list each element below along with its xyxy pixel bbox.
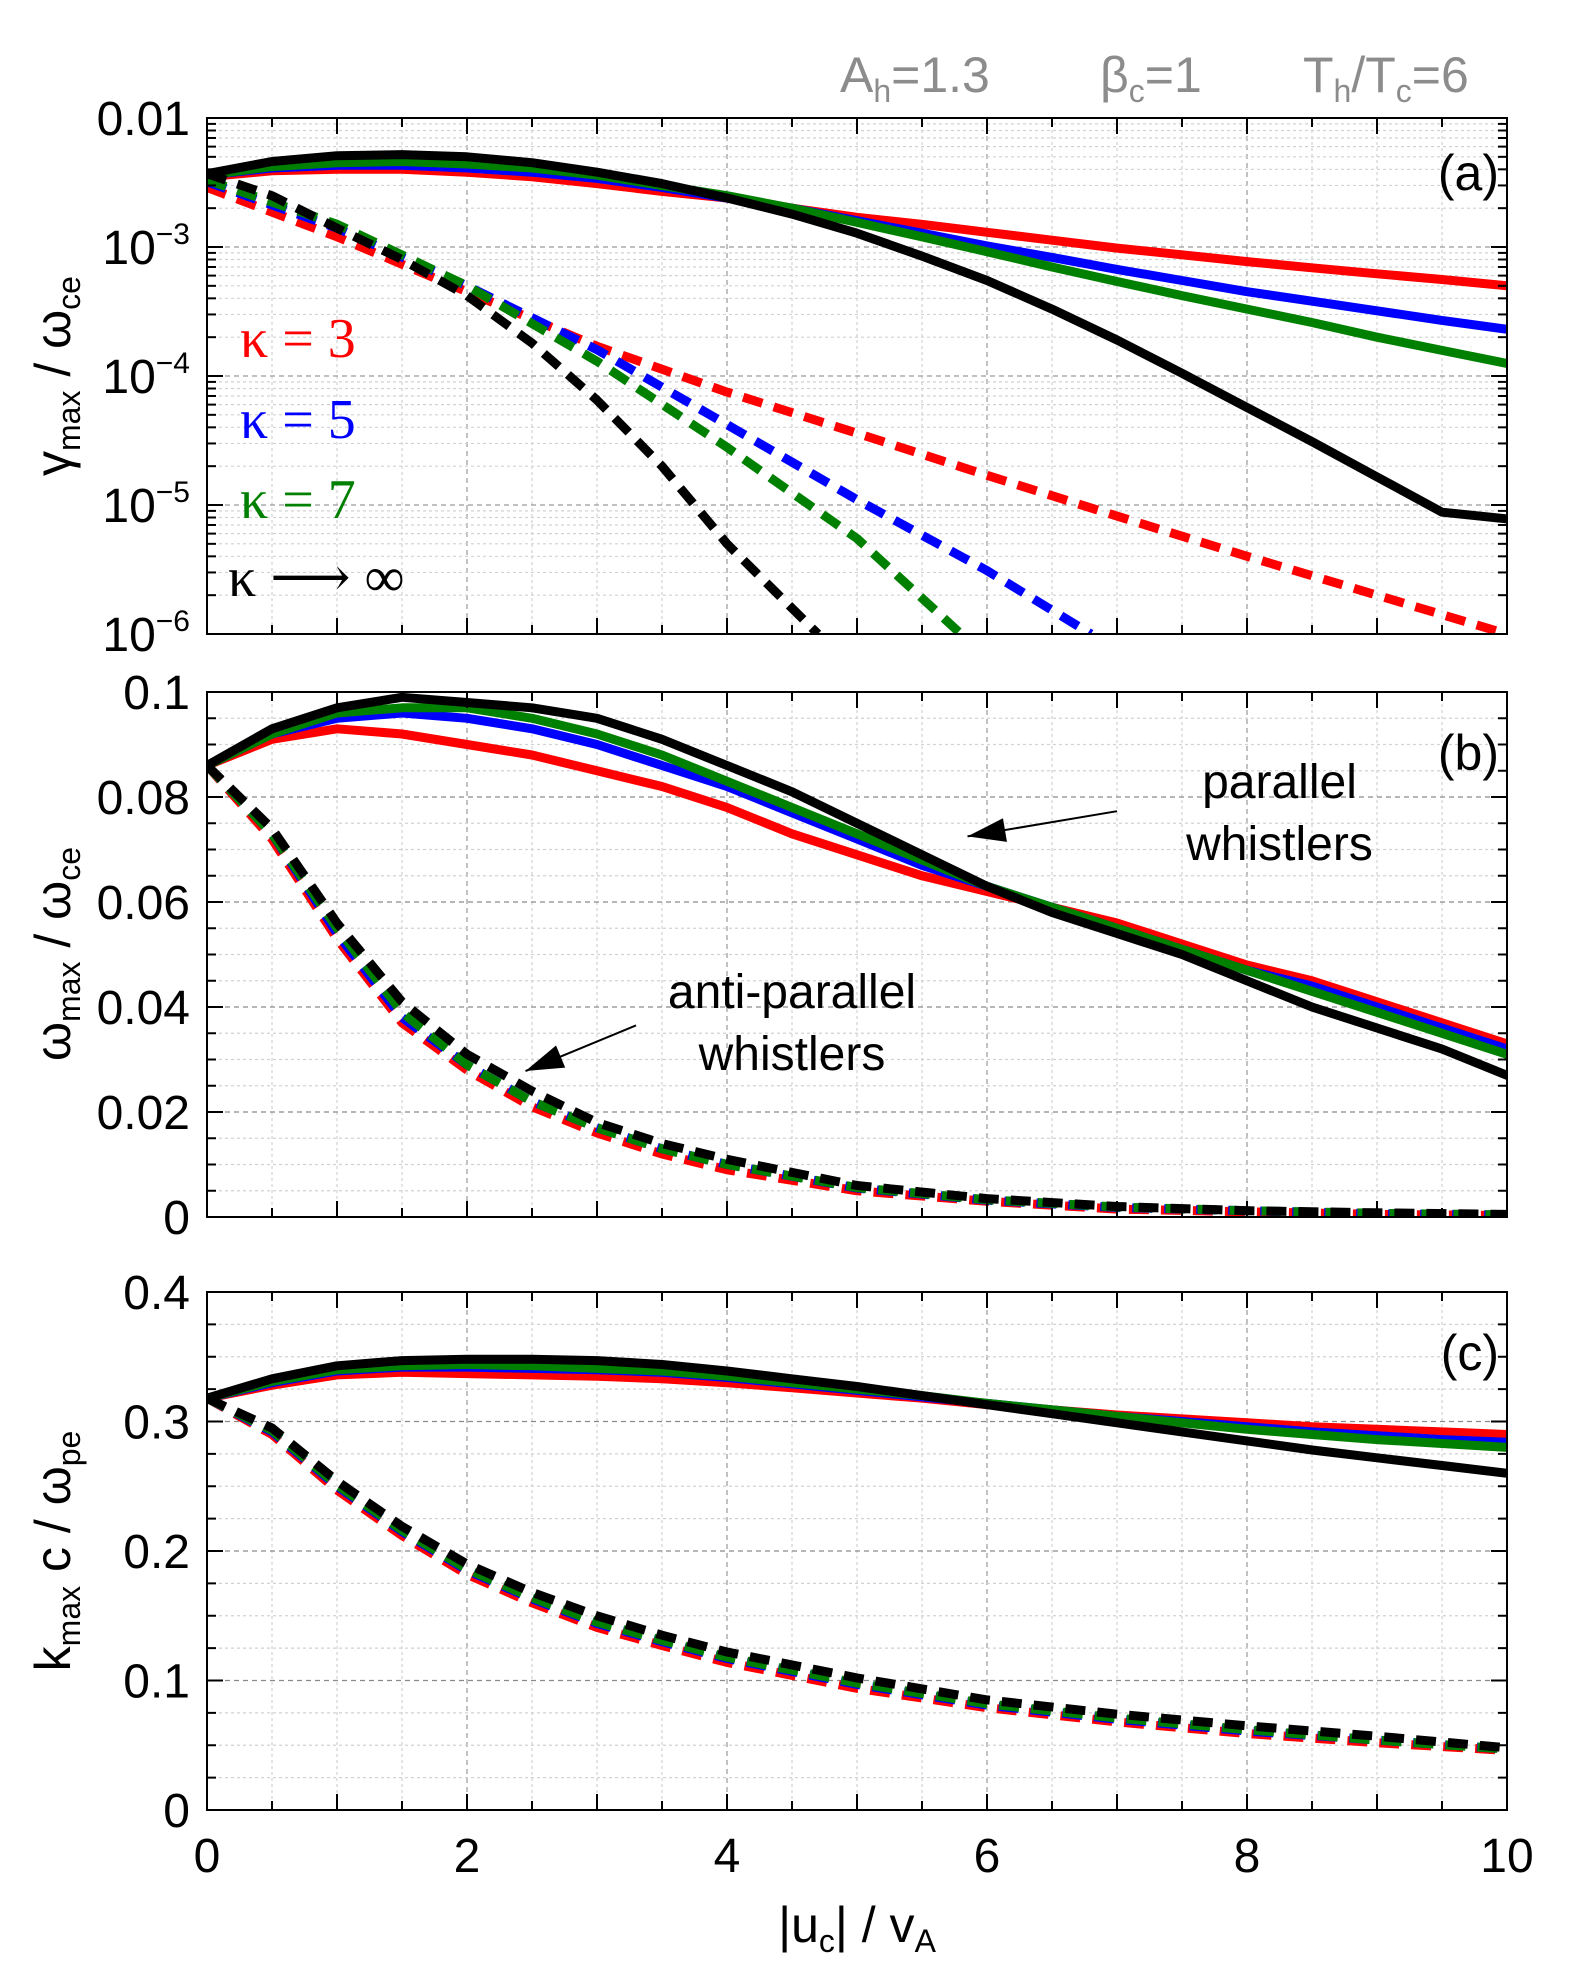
y-tick-label: 0 bbox=[163, 1192, 190, 1245]
y-tick-label: 10−5 bbox=[102, 476, 190, 533]
param-temperature-ratio: Th/Tc=6 bbox=[1303, 47, 1469, 109]
panel-b-ylabel: ωmax / ωce bbox=[25, 847, 87, 1061]
y-tick-label: 0.02 bbox=[97, 1087, 190, 1140]
panel-a-curves bbox=[207, 150, 1507, 634]
param-anisotropy: Ah=1.3 bbox=[840, 47, 990, 109]
x-tick-label: 4 bbox=[714, 1830, 741, 1883]
panel-c-curves bbox=[207, 1354, 1507, 1755]
y-tick-label: 0.3 bbox=[123, 1397, 190, 1450]
series-line-solid bbox=[207, 150, 1507, 524]
series-line-dashed bbox=[207, 1394, 1507, 1753]
y-tick-label: 0.04 bbox=[97, 982, 190, 1035]
series-line-solid bbox=[207, 692, 1507, 1080]
panel-c-ylabel: kmax c / ωpe bbox=[25, 1431, 87, 1672]
x-tick-label: 6 bbox=[974, 1830, 1001, 1883]
panel-b: 0 0.02 0.04 0.06 0.08 0.1 (b) ωmax / ωce para… bbox=[25, 667, 1508, 1245]
y-tick-label: 0.06 bbox=[97, 877, 190, 930]
y-tick-label: 10−6 bbox=[102, 605, 190, 662]
series-line-dashed bbox=[207, 169, 822, 634]
panel-a: 0.01 10−3 10−4 10−5 10−6 (a) γmax / ωce κ = … bbox=[25, 93, 1508, 662]
panel-c: 0 0.1 0.2 0.3 0.4 (c) kmax c / ωpe bbox=[25, 1267, 1508, 1838]
series-line-solid bbox=[207, 1354, 1507, 1478]
panel-b-ytick-labels: 0 0.02 0.04 0.06 0.08 0.1 bbox=[97, 667, 190, 1245]
legend: κ = 3 κ = 5 κ = 7 κ ⟶ ∞ bbox=[228, 308, 404, 609]
y-tick-label: 0.2 bbox=[123, 1526, 190, 1579]
legend-kappa-7: κ = 7 bbox=[240, 469, 356, 531]
annotation-arrowhead bbox=[967, 818, 1007, 842]
x-axis-label: |uc| / vA bbox=[778, 1897, 936, 1959]
y-tick-label: 10−3 bbox=[102, 218, 190, 275]
panel-a-label: (a) bbox=[1438, 145, 1499, 201]
panel-c-ytick-labels: 0 0.1 0.2 0.3 0.4 bbox=[123, 1267, 190, 1838]
x-tick-label: 2 bbox=[454, 1830, 481, 1883]
panel-c-label: (c) bbox=[1441, 1325, 1499, 1381]
param-beta: βc=1 bbox=[1100, 47, 1202, 109]
y-tick-label: 0.1 bbox=[123, 1656, 190, 1709]
y-tick-label: 0.08 bbox=[97, 772, 190, 825]
y-tick-label: 0.1 bbox=[123, 667, 190, 720]
panel-a-ticks bbox=[207, 118, 1507, 634]
panel-b-ticks bbox=[207, 692, 1507, 1217]
series-line-dashed bbox=[207, 762, 1507, 1217]
y-tick-label: 0 bbox=[163, 1785, 190, 1838]
y-tick-label: 0.4 bbox=[123, 1267, 190, 1320]
annotation-text: whistlers bbox=[698, 1028, 886, 1081]
panel-c-ticks bbox=[207, 1292, 1507, 1810]
y-tick-label: 0.01 bbox=[97, 93, 190, 146]
panel-a-ytick-labels: 0.01 10−3 10−4 10−5 10−6 bbox=[97, 93, 190, 662]
series-line-solid bbox=[207, 703, 1507, 1059]
series-line-solid bbox=[207, 724, 1507, 1049]
annotation-text: whistlers bbox=[1185, 818, 1373, 871]
panel-b-grid bbox=[207, 692, 1507, 1217]
annotation-text: anti-parallel bbox=[668, 966, 916, 1019]
y-tick-label: 10−4 bbox=[102, 347, 190, 404]
legend-kappa-5: κ = 5 bbox=[240, 389, 356, 451]
panel-b-annotations: parallel whistlers anti-parallel whistlers bbox=[525, 756, 1373, 1081]
x-tick-label: 10 bbox=[1480, 1830, 1533, 1883]
panel-b-label: (b) bbox=[1438, 725, 1499, 781]
annotation-arrowhead bbox=[525, 1045, 566, 1072]
x-tick-label: 0 bbox=[194, 1830, 221, 1883]
panel-b-curves bbox=[207, 692, 1507, 1217]
series-line-solid bbox=[207, 157, 1507, 368]
legend-kappa-3: κ = 3 bbox=[240, 308, 356, 370]
x-tick-labels: 0 2 4 6 8 10 bbox=[194, 1830, 1534, 1883]
panel-a-ylabel: γmax / ωce bbox=[25, 276, 87, 476]
annotation-text: parallel bbox=[1202, 756, 1357, 809]
legend-kappa-inf: κ ⟶ ∞ bbox=[228, 547, 404, 609]
x-tick-label: 8 bbox=[1234, 1830, 1261, 1883]
